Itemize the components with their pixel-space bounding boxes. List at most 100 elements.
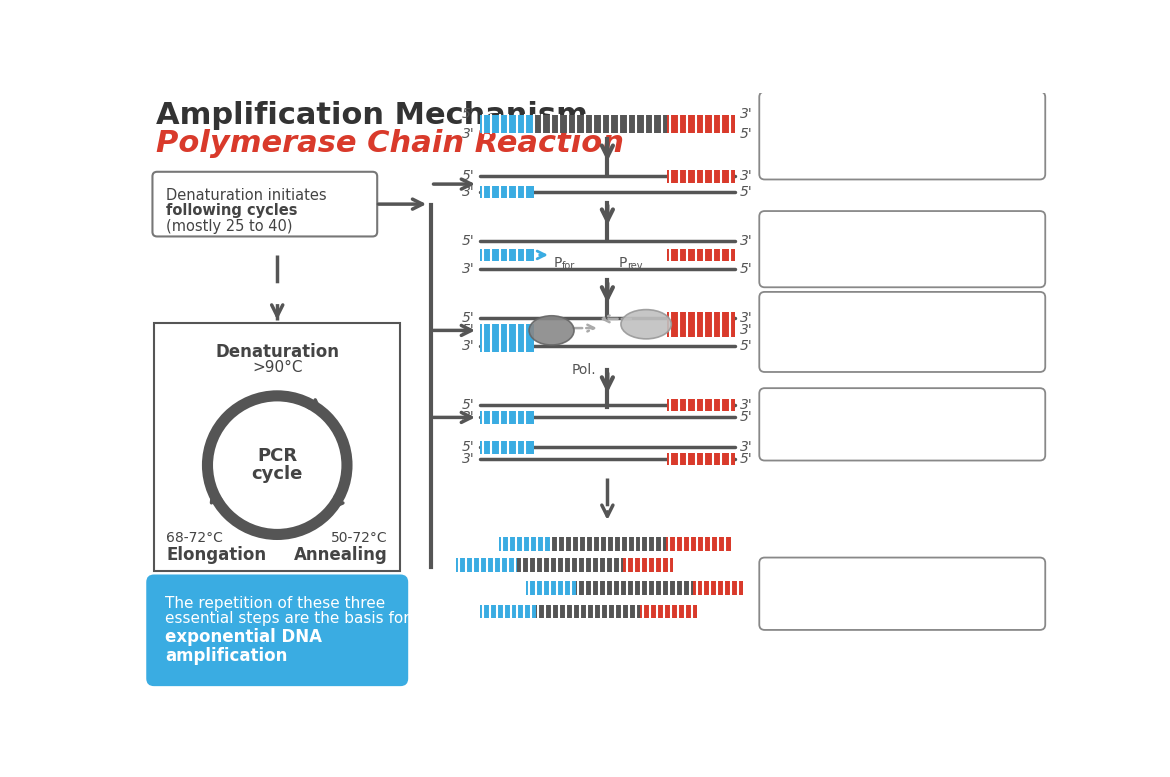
FancyBboxPatch shape <box>759 388 1045 461</box>
Text: 3': 3' <box>739 234 752 248</box>
Text: exponential DNA: exponential DNA <box>165 629 322 646</box>
Text: 3': 3' <box>462 452 475 466</box>
Text: 68-72°C: 68-72°C <box>166 531 223 545</box>
Bar <box>480 605 696 618</box>
Text: 5': 5' <box>739 127 752 141</box>
Text: P: P <box>553 256 563 270</box>
Text: target DNA-strands are: target DNA-strands are <box>775 414 935 428</box>
Text: essential steps are the basis for: essential steps are the basis for <box>165 611 410 626</box>
Text: 5': 5' <box>462 323 475 337</box>
Text: 5': 5' <box>462 441 475 455</box>
Text: The repetition of these three: The repetition of these three <box>165 596 385 611</box>
Text: rev: rev <box>627 261 642 271</box>
Bar <box>480 115 534 134</box>
Text: 5': 5' <box>462 311 475 325</box>
Text: Denaturation initiates: Denaturation initiates <box>166 188 331 203</box>
Text: cycle: cycle <box>252 465 303 483</box>
Text: 5': 5' <box>462 169 475 183</box>
Bar <box>667 249 735 261</box>
Text: Thermostabile DNA-: Thermostabile DNA- <box>775 303 914 317</box>
Bar <box>526 581 743 595</box>
Text: PCR-product.: PCR-product. <box>812 599 915 613</box>
Ellipse shape <box>621 309 672 339</box>
Text: following cycles: following cycles <box>166 204 298 218</box>
Text: Exponential amplification: Exponential amplification <box>775 568 951 582</box>
Bar <box>480 249 534 261</box>
Text: Amplification Mechanism: Amplification Mechanism <box>156 101 587 130</box>
Bar <box>480 411 534 423</box>
Bar <box>480 605 536 618</box>
Text: 3': 3' <box>462 262 475 276</box>
Text: 5': 5' <box>739 262 752 276</box>
FancyBboxPatch shape <box>146 574 408 686</box>
Text: 3': 3' <box>462 185 475 199</box>
Bar <box>480 115 735 134</box>
Bar <box>667 170 735 183</box>
Bar <box>666 537 731 551</box>
Text: 5': 5' <box>462 398 475 412</box>
Text: specific: specific <box>775 599 831 613</box>
Text: leads to melting of double: leads to melting of double <box>775 119 956 133</box>
Text: duplicated: duplicated <box>775 430 847 444</box>
Text: After Elongation the: After Elongation the <box>775 399 913 413</box>
Bar <box>624 559 673 572</box>
Text: allows accumulation of the: allows accumulation of the <box>775 584 961 598</box>
Text: Initial Denaturierung: Initial Denaturierung <box>775 103 948 117</box>
Text: Annealing: Annealing <box>775 253 853 267</box>
Bar <box>667 312 735 336</box>
Text: elongates primers: elongates primers <box>775 333 900 347</box>
Text: 3': 3' <box>739 169 752 183</box>
FancyBboxPatch shape <box>759 292 1045 372</box>
Bar <box>480 186 534 198</box>
Text: 3': 3' <box>462 127 475 141</box>
Text: 3': 3' <box>739 441 752 455</box>
Text: allows specific: allows specific <box>775 237 874 251</box>
Text: Pol.: Pol. <box>572 363 597 377</box>
Bar <box>667 453 735 465</box>
Text: P: P <box>619 256 627 270</box>
Text: 3': 3' <box>739 107 752 121</box>
Text: 50-72°C: 50-72°C <box>331 531 388 545</box>
Text: (Elongation): (Elongation) <box>775 349 870 363</box>
Text: PCR: PCR <box>257 447 297 465</box>
Bar <box>480 441 534 454</box>
Text: Polymerase (Pol.): Polymerase (Pol.) <box>775 318 894 332</box>
Bar <box>667 399 735 411</box>
Text: 5': 5' <box>739 185 752 199</box>
Bar <box>526 581 576 595</box>
Text: 3': 3' <box>739 398 752 412</box>
Text: stranded DNA into single: stranded DNA into single <box>775 134 948 148</box>
Text: of primers: of primers <box>825 253 900 267</box>
Text: amplification: amplification <box>165 647 287 665</box>
Text: Polymerase Chain Reaction: Polymerase Chain Reaction <box>156 129 624 158</box>
Text: 5': 5' <box>462 107 475 121</box>
Text: 3': 3' <box>739 323 752 337</box>
FancyBboxPatch shape <box>759 211 1045 287</box>
Text: 3': 3' <box>462 339 475 353</box>
Text: 5': 5' <box>739 452 752 466</box>
Bar <box>154 322 400 570</box>
Bar <box>498 537 731 551</box>
Bar <box>640 605 696 618</box>
Text: 3': 3' <box>739 311 752 325</box>
FancyBboxPatch shape <box>152 172 377 236</box>
Text: 5': 5' <box>462 234 475 248</box>
Bar <box>667 115 735 134</box>
Text: (mostly 25 to 40): (mostly 25 to 40) <box>166 219 292 234</box>
Text: Elongation: Elongation <box>166 546 267 564</box>
Bar <box>456 559 673 572</box>
Text: Denaturation: Denaturation <box>215 343 339 361</box>
FancyBboxPatch shape <box>759 558 1045 630</box>
Bar <box>456 559 517 572</box>
Ellipse shape <box>529 315 574 345</box>
FancyBboxPatch shape <box>759 92 1045 179</box>
Text: 3': 3' <box>462 410 475 424</box>
Bar <box>498 537 552 551</box>
Text: for: for <box>562 261 574 271</box>
Bar <box>693 581 743 595</box>
Bar <box>480 324 534 352</box>
Text: >90°C: >90°C <box>252 360 303 375</box>
Text: Lowered temperatures: Lowered temperatures <box>775 221 931 236</box>
Text: 5': 5' <box>739 339 752 353</box>
Text: 5': 5' <box>739 410 752 424</box>
